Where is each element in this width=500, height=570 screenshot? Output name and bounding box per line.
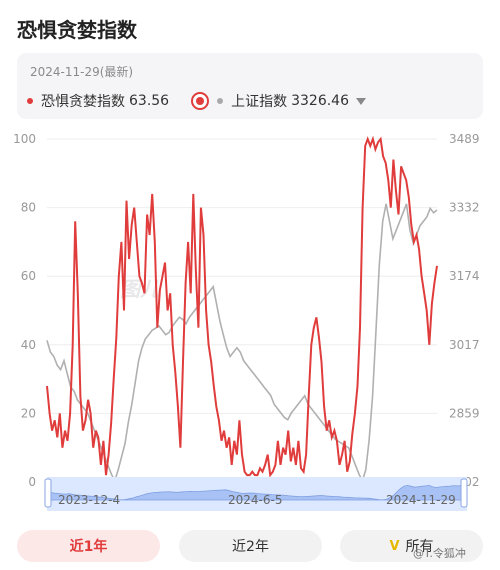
navigator-sparkline: [50, 484, 462, 501]
range-tabs: 近1年 近2年 V 所有: [0, 530, 500, 562]
v-badge-icon: V: [389, 538, 400, 554]
left-tick-label: 60: [21, 269, 36, 283]
navigator-left-handle[interactable]: [44, 478, 52, 508]
navigator-start-date: 2023-12-4: [58, 493, 120, 507]
legend: 恐惧贪婪指数 63.56 上证指数 3326.46: [27, 91, 366, 111]
index-toggle-icon[interactable]: [191, 92, 210, 110]
range-navigator[interactable]: 2023-12-4 2024-6-5 2024-11-29: [44, 477, 468, 511]
left-tick-label: 20: [21, 406, 36, 420]
page-title: 恐惧贪婪指数: [17, 18, 137, 42]
index-series-line: [46, 203, 438, 483]
chart-grid: [47, 138, 437, 483]
right-tick-label: 3174: [449, 269, 480, 283]
index-label: 上证指数: [231, 94, 288, 110]
right-tick-label: 3489: [449, 132, 480, 146]
navigator-end-date: 2024-11-29: [386, 493, 456, 507]
tab-one-year[interactable]: 近1年: [17, 530, 160, 562]
index-dot-icon: [217, 98, 224, 104]
fear-label: 恐惧贪婪指数: [41, 94, 125, 110]
navigator-mid-date: 2024-6-5: [228, 493, 282, 507]
right-axis: 348933323174301728592702: [449, 132, 480, 489]
fear-dot-icon: [27, 98, 33, 104]
left-tick-label: 40: [21, 338, 36, 352]
right-tick-label: 3017: [449, 338, 480, 352]
right-tick-label: 2859: [449, 406, 480, 420]
tab-two-year[interactable]: 近2年: [179, 530, 322, 562]
left-tick-label: 0: [28, 475, 36, 489]
summary-card: 2024-11-29(最新) 恐惧贪婪指数 63.56 上证指数 3326.46: [17, 53, 483, 119]
dropdown-caret-icon[interactable]: [356, 97, 366, 105]
tab-all[interactable]: V 所有: [340, 530, 483, 562]
fear-value: 63.56: [129, 93, 170, 109]
date-label: 2024-11-29(最新): [30, 65, 134, 79]
corner-watermark: @T.令狐冲: [413, 547, 466, 560]
left-axis: 100 80 60 40 20 0: [13, 132, 36, 489]
left-tick-label: 100: [13, 132, 36, 146]
right-tick-label: 3332: [449, 201, 480, 215]
tab-all-label: 所有: [405, 539, 434, 555]
fear-series-line: [46, 135, 438, 478]
navigator-right-handle[interactable]: [460, 478, 468, 508]
index-value: 3326.46: [291, 93, 349, 109]
left-tick-label: 80: [21, 201, 36, 215]
